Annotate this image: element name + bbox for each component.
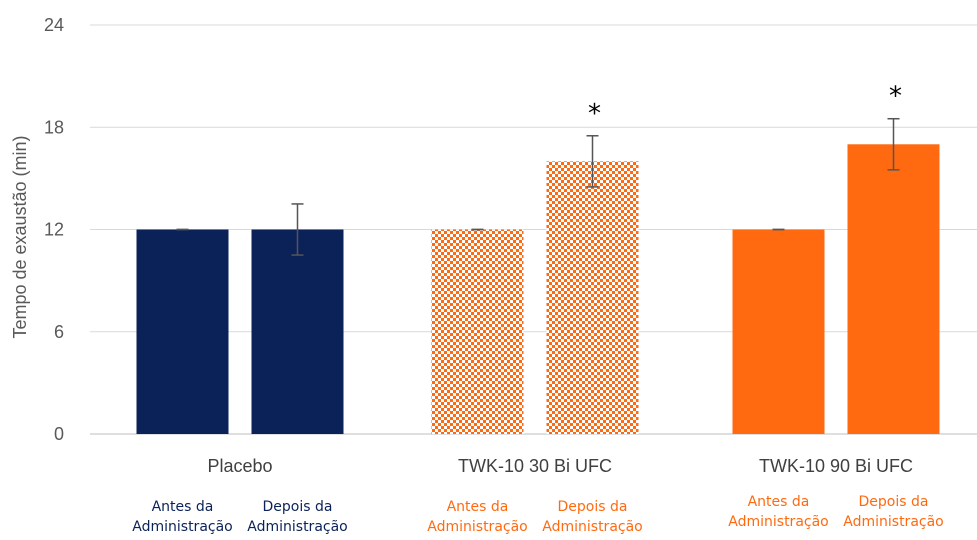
- bar: [432, 230, 524, 435]
- bar-sublabel: Depois da Administração: [533, 497, 653, 537]
- y-tick-label: 18: [44, 117, 64, 137]
- bar: [733, 230, 825, 435]
- bar-sublabel: Depois da Administração: [238, 497, 358, 537]
- x-category-label: TWK-10 90 Bi UFC: [759, 456, 913, 476]
- bar: [252, 230, 344, 435]
- bar: [547, 161, 639, 434]
- x-category-label: TWK-10 30 Bi UFC: [458, 456, 612, 476]
- bar-sublabel: Antes da Administração: [123, 497, 243, 537]
- bar-sublabel-line: Antes da: [123, 497, 243, 517]
- bar-sublabel-line: Administração: [238, 517, 358, 537]
- bar-sublabel-line: Antes da: [719, 492, 839, 512]
- bar-sublabel: Depois da Administração: [834, 492, 954, 532]
- y-axis-label: Tempo de exaustão (min): [10, 135, 30, 338]
- bar-sublabel-line: Administração: [834, 512, 954, 532]
- significance-asterisk: *: [889, 82, 902, 112]
- bar-sublabel-line: Administração: [418, 517, 538, 537]
- bar-sublabel-line: Depois da: [533, 497, 653, 517]
- bar-sublabel-line: Administração: [533, 517, 653, 537]
- x-category-label: Placebo: [207, 456, 272, 476]
- y-tick-label: 24: [44, 15, 64, 35]
- bar: [137, 230, 229, 435]
- bar-sublabel: Antes da Administração: [418, 497, 538, 537]
- bar-sublabel-line: Depois da: [238, 497, 358, 517]
- y-tick-label: 6: [54, 322, 64, 342]
- bar: [848, 144, 940, 434]
- bar-sublabel-line: Depois da: [834, 492, 954, 512]
- y-tick-label: 0: [54, 424, 64, 444]
- bar-sublabel-line: Antes da: [418, 497, 538, 517]
- bar-sublabel-line: Administração: [123, 517, 243, 537]
- y-tick-label: 12: [44, 220, 64, 240]
- significance-asterisk: *: [588, 99, 601, 129]
- bar-sublabel: Antes da Administração: [719, 492, 839, 532]
- bar-sublabel-line: Administração: [719, 512, 839, 532]
